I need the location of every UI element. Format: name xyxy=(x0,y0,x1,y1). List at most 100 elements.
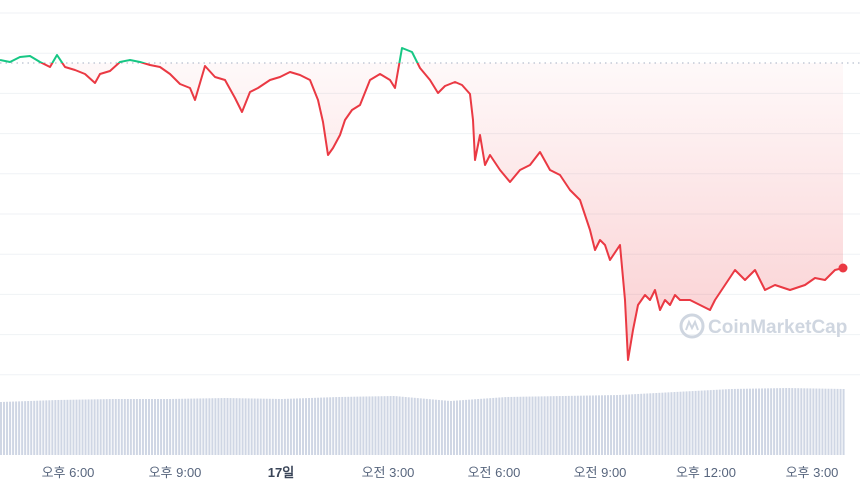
volume-bar xyxy=(141,399,144,455)
volume-bar xyxy=(371,396,374,455)
volume-bar xyxy=(534,396,537,455)
volume-bar xyxy=(582,395,585,455)
volume-bar xyxy=(268,398,271,455)
volume-bar xyxy=(643,393,646,455)
volume-bar xyxy=(320,397,323,455)
volume-bar xyxy=(453,400,455,455)
volume-bar xyxy=(764,388,767,455)
volume-bar xyxy=(39,400,42,455)
volume-bar xyxy=(839,388,842,455)
volume-bar xyxy=(205,398,208,455)
volume-bar xyxy=(389,396,392,455)
volume-bar xyxy=(437,399,440,455)
volume-bar xyxy=(767,388,770,455)
volume-bar xyxy=(751,388,754,455)
volume-bar xyxy=(217,398,220,455)
volume-bar xyxy=(87,399,90,455)
volume-bar xyxy=(256,398,259,455)
x-tick-label: 오전 6:00 xyxy=(468,465,521,480)
volume-bar xyxy=(803,388,806,455)
volume-bar xyxy=(456,400,459,455)
volume-bar xyxy=(105,399,108,455)
volume-bar xyxy=(24,401,27,455)
volume-bar xyxy=(594,395,597,455)
volume-bar xyxy=(600,395,603,455)
volume-bar xyxy=(259,398,262,455)
volume-bar xyxy=(78,399,81,455)
volume-bar xyxy=(69,399,72,455)
volume-bar xyxy=(196,398,199,455)
volume-bar xyxy=(90,399,93,455)
volume-bar xyxy=(576,395,579,455)
volume-bar xyxy=(401,396,404,455)
volume-bar xyxy=(123,399,126,455)
volume-bar xyxy=(238,398,241,455)
volume-bar xyxy=(419,398,422,455)
volume-bar xyxy=(492,397,495,455)
volume-bar xyxy=(440,400,443,455)
volume-bar xyxy=(341,396,344,455)
volume-bar xyxy=(132,399,135,455)
volume-bar xyxy=(504,397,507,455)
volume-bar xyxy=(308,398,311,455)
volume-bar xyxy=(519,396,522,455)
volume-bar xyxy=(549,396,552,455)
volume-bar xyxy=(788,388,791,455)
volume-bar xyxy=(730,388,733,455)
volume-bar xyxy=(36,400,39,455)
volume-bar xyxy=(154,399,157,455)
volume-bar xyxy=(567,395,570,455)
volume-bar xyxy=(649,393,652,455)
volume-bar xyxy=(443,400,446,455)
volume-bar xyxy=(326,397,329,455)
volume-bar xyxy=(277,398,280,455)
volume-bar xyxy=(528,396,531,455)
volume-bar xyxy=(480,398,483,455)
volume-bar xyxy=(283,398,286,455)
volume-bar xyxy=(570,395,573,455)
volume-bar xyxy=(193,398,196,455)
volume-bar xyxy=(166,399,169,455)
volume-bar xyxy=(694,390,697,455)
x-tick-label: 오전 9:00 xyxy=(574,465,627,480)
volume-bar xyxy=(664,392,667,455)
volume-bar xyxy=(836,388,839,455)
volume-bar xyxy=(522,396,525,455)
volume-bar xyxy=(335,397,338,455)
volume-bar xyxy=(637,393,640,455)
volume-bar xyxy=(120,399,123,455)
volume-bar xyxy=(425,398,428,455)
current-price-dot[interactable] xyxy=(838,263,848,273)
volume-bar xyxy=(138,399,141,455)
volume-bar xyxy=(495,397,498,455)
volume-bar xyxy=(685,391,688,455)
volume-bar xyxy=(531,396,534,455)
volume-bar xyxy=(175,398,178,455)
volume-bar xyxy=(72,399,75,455)
volume-bar xyxy=(797,388,800,455)
volume-bar xyxy=(821,388,824,455)
price-area-fill xyxy=(0,63,843,360)
volume-bar xyxy=(12,401,15,455)
volume-bar xyxy=(585,395,588,455)
volume-bar xyxy=(625,394,628,455)
volume-bar xyxy=(60,399,63,455)
x-tick-label: 17일 xyxy=(268,465,294,480)
volume-bar xyxy=(655,393,658,455)
volume-bar xyxy=(770,388,773,455)
volume-bar xyxy=(776,388,779,455)
volume-bar xyxy=(537,396,540,455)
volume-bar xyxy=(679,391,682,455)
volume-bar xyxy=(380,396,383,455)
volume-bar xyxy=(709,390,712,455)
volume-bar xyxy=(383,396,386,455)
volume-bar xyxy=(561,396,564,455)
volume-bar xyxy=(824,388,827,455)
volume-bar xyxy=(232,398,235,455)
volume-bar xyxy=(628,394,631,455)
volume-bar xyxy=(377,396,380,455)
volume-bar xyxy=(220,398,223,455)
volume-bar xyxy=(247,398,250,455)
volume-bar xyxy=(525,396,528,455)
volume-bar xyxy=(289,398,292,455)
